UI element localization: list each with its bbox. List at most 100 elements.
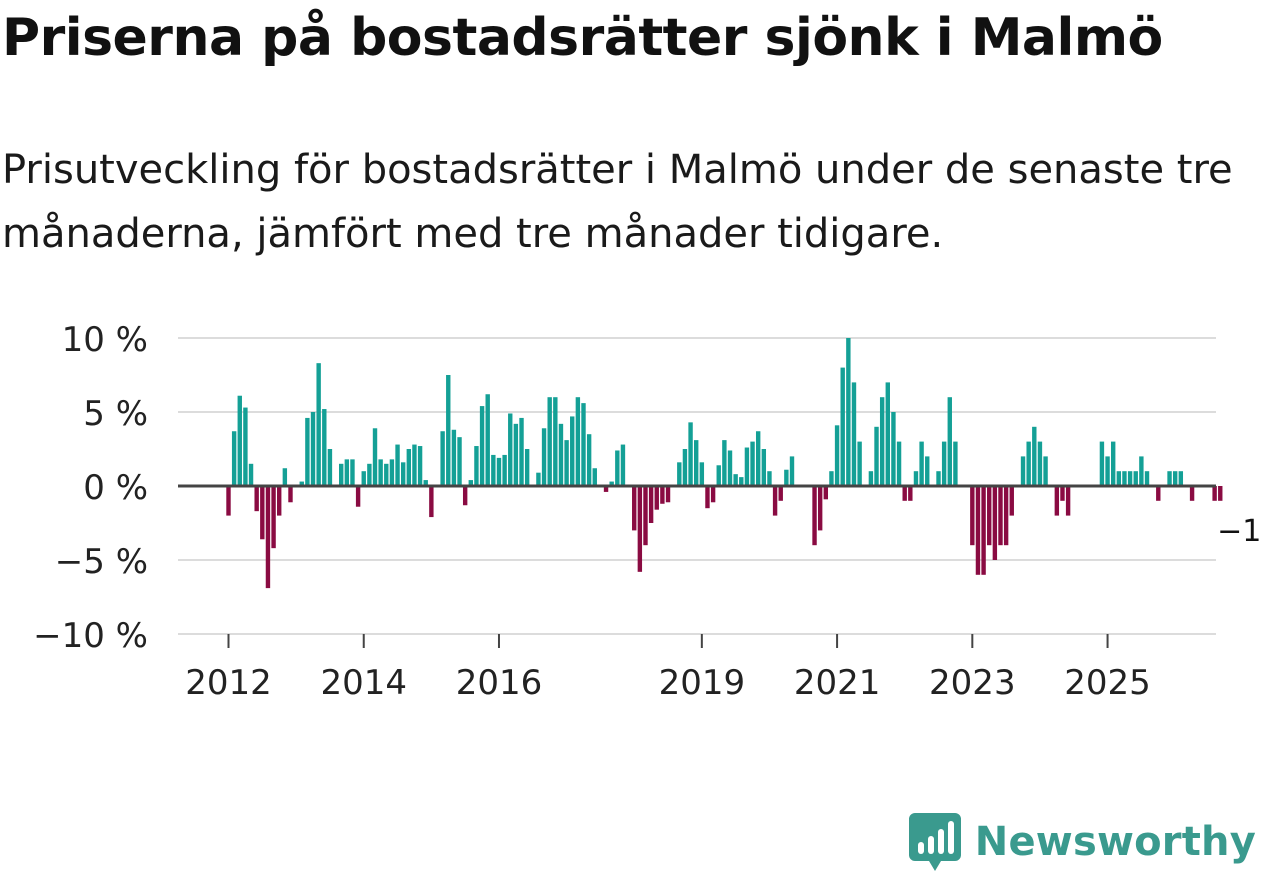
bar <box>1060 486 1065 501</box>
y-tick-label: −10 % <box>33 616 148 656</box>
bar <box>953 441 958 486</box>
bar <box>1003 486 1009 546</box>
bar <box>947 397 952 486</box>
chart-subtitle: Prisutveckling för bostadsrätter i Malmö… <box>2 147 1233 257</box>
bar <box>632 486 637 531</box>
bar <box>412 444 417 486</box>
y-tick-label: 0 % <box>83 468 148 508</box>
bar <box>400 462 406 486</box>
bar <box>265 486 271 589</box>
bar <box>1037 441 1043 486</box>
bar <box>609 481 614 486</box>
bar <box>1116 471 1122 486</box>
bar <box>1026 441 1031 486</box>
bar <box>553 397 558 486</box>
bar <box>987 486 992 546</box>
bar <box>1043 456 1048 486</box>
bar <box>981 486 986 575</box>
bar <box>615 450 620 486</box>
bar <box>1139 456 1144 486</box>
bar <box>586 434 592 486</box>
bar <box>1167 471 1172 486</box>
x-tick-label: 2016 <box>456 663 543 703</box>
bar <box>688 422 693 486</box>
bar <box>829 471 834 486</box>
bar-series <box>226 338 1223 589</box>
bar <box>491 454 496 486</box>
bar <box>231 431 237 486</box>
bar <box>547 397 552 486</box>
bar <box>1009 486 1014 516</box>
bar <box>536 472 541 486</box>
bar <box>513 423 519 486</box>
bar <box>970 486 975 546</box>
bar <box>716 465 721 486</box>
bar <box>468 480 473 486</box>
bar <box>885 382 890 486</box>
bar <box>446 375 451 486</box>
bar <box>372 428 378 486</box>
bar <box>722 440 727 486</box>
bar <box>694 440 699 486</box>
bar <box>1065 486 1071 516</box>
bar <box>1156 486 1161 501</box>
bar <box>925 456 930 486</box>
bar <box>750 441 755 486</box>
bar <box>248 463 254 486</box>
x-tick-label: 2025 <box>1064 663 1151 703</box>
bar <box>913 471 919 486</box>
bar <box>992 486 998 560</box>
bar <box>1020 456 1026 486</box>
bar <box>682 449 688 486</box>
bar <box>767 471 772 486</box>
bar <box>1178 471 1184 486</box>
bar <box>1054 486 1060 516</box>
bar <box>327 449 333 486</box>
bar <box>902 486 907 501</box>
bar <box>744 447 750 486</box>
bar <box>1105 456 1110 486</box>
x-tick-label: 2012 <box>185 663 272 703</box>
bar <box>784 469 789 486</box>
x-tick-label: 2019 <box>659 663 746 703</box>
bar <box>1218 486 1223 501</box>
bar <box>1122 471 1127 486</box>
bar <box>677 462 682 486</box>
bar <box>857 441 862 486</box>
bar <box>874 426 879 486</box>
bar <box>1133 471 1138 486</box>
last-value-label: −1 % <box>1217 514 1262 549</box>
axes: 10 % 5 % 0 % −5 % −10 % 2012 2014 2016 2019 2021 2… <box>33 320 1262 703</box>
bar <box>620 444 626 486</box>
bar <box>727 450 733 486</box>
bar <box>474 446 479 486</box>
bar <box>277 486 282 516</box>
bar <box>519 417 524 486</box>
bar <box>840 367 845 486</box>
bar <box>378 459 383 486</box>
bar <box>350 459 355 486</box>
bar <box>772 486 778 516</box>
bar <box>575 397 581 486</box>
bar <box>395 444 400 486</box>
bar <box>288 486 293 503</box>
bar <box>1189 486 1195 501</box>
bar <box>846 338 851 486</box>
bar <box>451 429 457 486</box>
bar <box>570 416 575 486</box>
bar <box>699 462 705 486</box>
bar <box>1172 471 1178 486</box>
bar <box>868 471 874 486</box>
y-tick-label: 5 % <box>83 394 148 434</box>
bar <box>817 486 823 531</box>
bar <box>637 486 643 572</box>
bar <box>581 403 586 486</box>
bar <box>919 441 924 486</box>
bar <box>936 471 941 486</box>
chart-title: Priserna på bostadsrätter sjönk i Malmö <box>2 8 1163 68</box>
bar <box>226 486 231 516</box>
bar <box>1144 471 1150 486</box>
brand: Newsworthy <box>908 813 1256 871</box>
bar <box>665 486 671 503</box>
bar <box>851 382 857 486</box>
